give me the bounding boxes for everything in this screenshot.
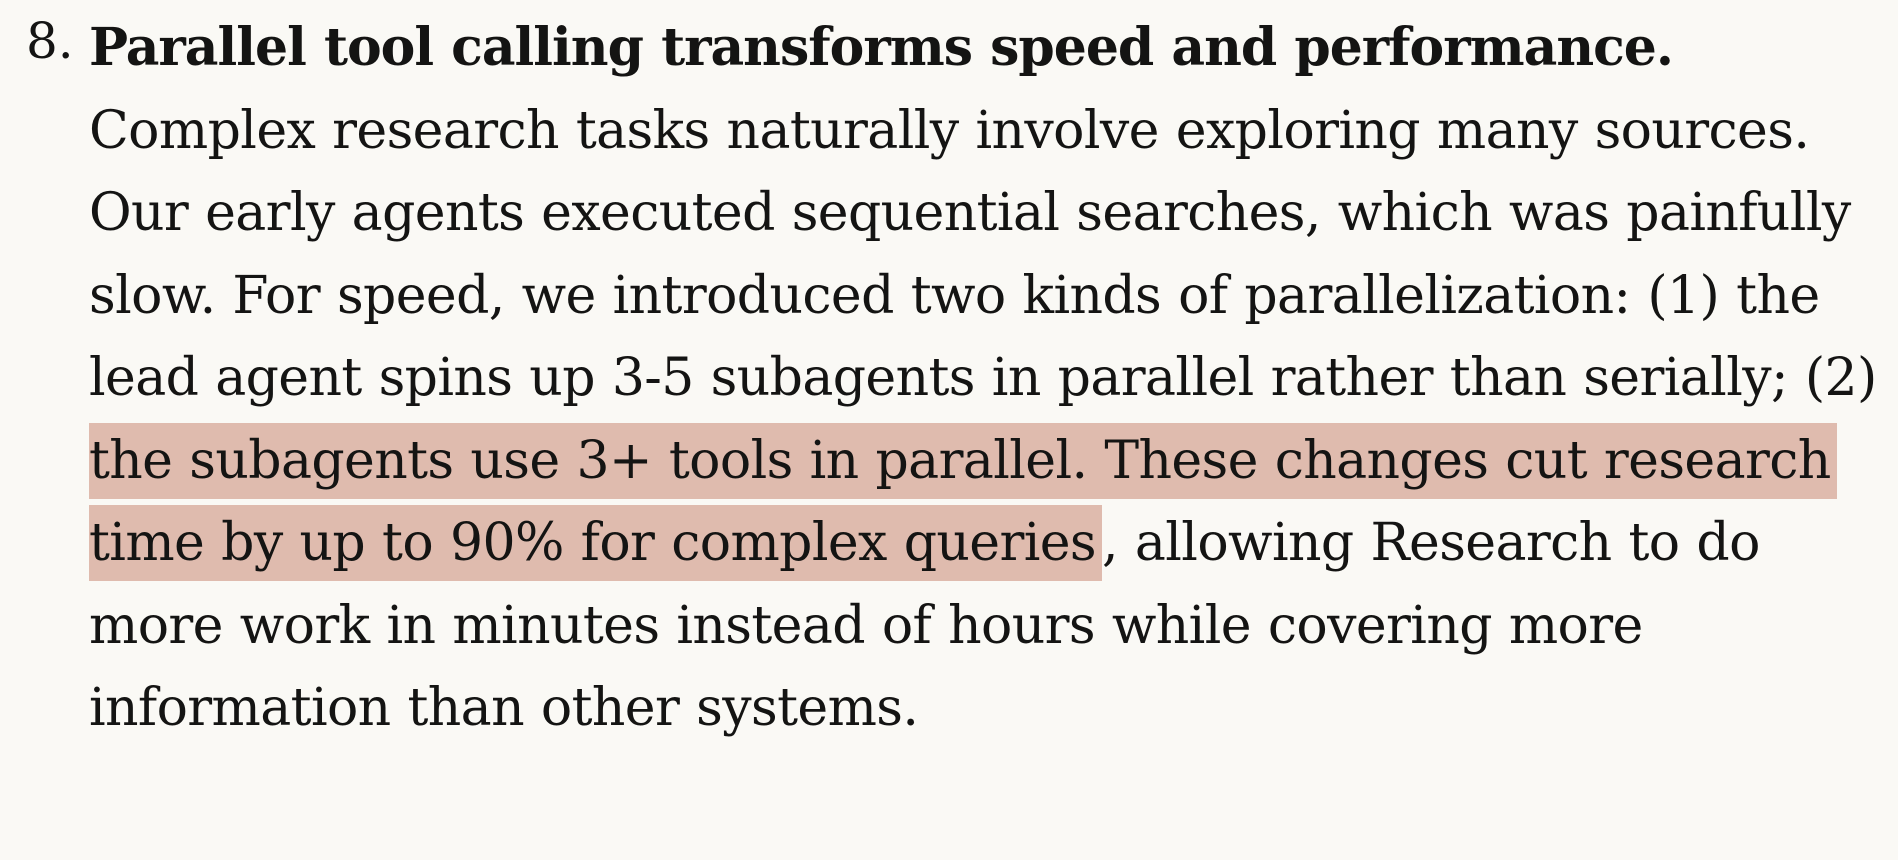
numbered-list-item: 8. Parallel tool calling transforms spee… — [26, 0, 1879, 750]
item-body-text: Complex research tasks naturally involve… — [89, 100, 1877, 409]
item-title: Parallel tool calling transforms speed a… — [89, 17, 1674, 78]
list-item-paragraph: Parallel tool calling transforms speed a… — [89, 0, 1879, 750]
item-body-text-continued: , allowing Research to do more work in m… — [89, 513, 1760, 738]
list-number: 8. — [26, 12, 74, 70]
